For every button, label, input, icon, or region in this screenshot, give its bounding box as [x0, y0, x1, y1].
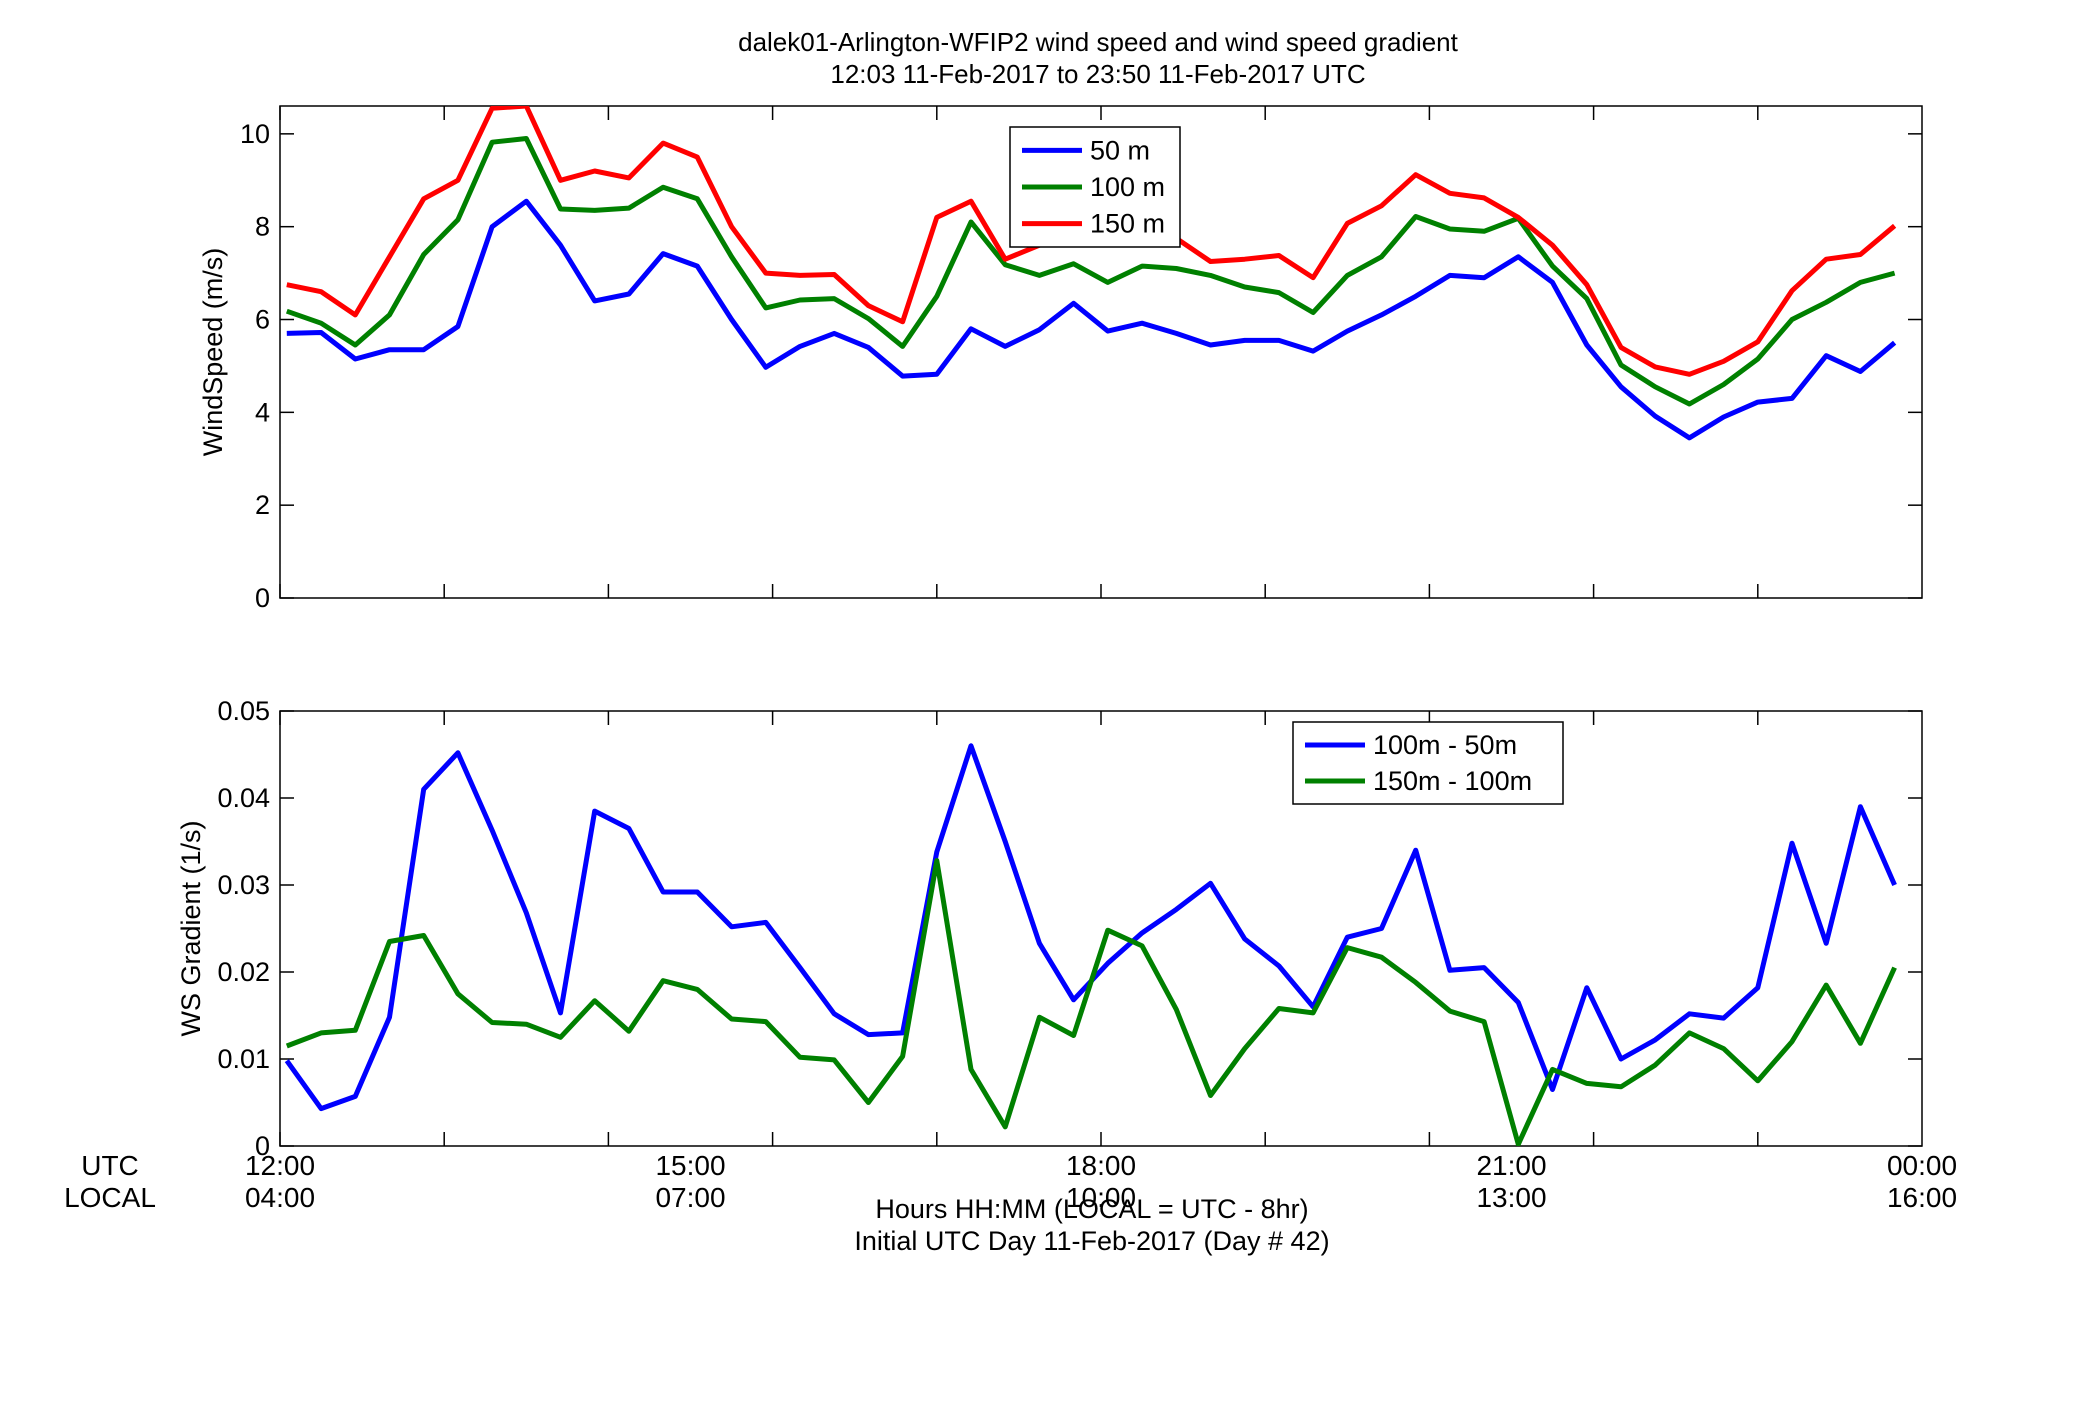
y-tick-label: 0.05 [217, 696, 270, 726]
x-tick-label-local: 10:00 [1066, 1182, 1136, 1213]
y-tick-label: 8 [255, 212, 270, 242]
y-tick-label: 10 [240, 119, 270, 149]
series-line-100-m [285, 136, 1896, 407]
x-axis-label-line2: Initial UTC Day 11-Feb-2017 (Day # 42) [854, 1226, 1329, 1256]
legend: 100m - 50m 150m - 100m [1292, 721, 1564, 805]
legend-label: 150m - 100m [1373, 766, 1532, 796]
windspeed-panel: 0 2 4 6 8 10 WindSpeed (m/s) 50 m 100 m 150 m [198, 105, 1923, 613]
y-tick-label: 6 [255, 305, 270, 335]
y-tick-label: 0.02 [217, 957, 270, 987]
y-tick-label: 0.03 [217, 870, 270, 900]
y-tick-label: 4 [255, 397, 270, 427]
legend-label: 50 m [1090, 135, 1150, 165]
x-tick-label-utc: 00:00 [1887, 1150, 1957, 1181]
legend-label: 100m - 50m [1373, 730, 1517, 760]
x-tick-label-local: 04:00 [245, 1182, 315, 1213]
figure-title-line1: dalek01-Arlington-WFIP2 wind speed and w… [738, 27, 1459, 57]
figure-title-line2: 12:03 11-Feb-2017 to 23:50 11-Feb-2017 U… [830, 59, 1365, 89]
local-row-label: LOCAL [64, 1182, 156, 1213]
x-tick-label-utc: 21:00 [1476, 1150, 1546, 1181]
y-tick-label: 0 [255, 583, 270, 613]
legend-box [1292, 721, 1564, 805]
series-line-50-m [286, 198, 1897, 441]
y-tick-label: 0.01 [217, 1044, 270, 1074]
y-axis-label: WS Gradient (1/s) [176, 820, 206, 1036]
x-tick-label-utc: 12:00 [245, 1150, 315, 1181]
y-axis-label: WindSpeed (m/s) [198, 248, 228, 457]
x-tick-label-utc: 15:00 [655, 1150, 725, 1181]
y-tick-label: 0 [255, 1131, 270, 1161]
legend-label: 100 m [1090, 172, 1165, 202]
gradient-panel: 0 0.01 0.02 0.03 0.04 0.05 WS Gradient (1/s) 10… [176, 696, 1923, 1161]
plot-area [279, 710, 1923, 1147]
legend: 50 m 100 m 150 m [1009, 126, 1181, 248]
y-tick-label: 2 [255, 490, 270, 520]
x-tick-label-local: 07:00 [655, 1182, 725, 1213]
y-tick-label: 0.04 [217, 783, 270, 813]
series-group [284, 743, 1897, 1146]
x-tick-label-local: 16:00 [1887, 1182, 1957, 1213]
x-axis-label-line1: Hours HH:MM (LOCAL = UTC - 8hr) [875, 1194, 1308, 1224]
series-line-150m-100m [285, 858, 1897, 1146]
x-tick-label-utc: 18:00 [1066, 1150, 1136, 1181]
utc-row-label: UTC [81, 1150, 139, 1181]
x-tick-label-local: 13:00 [1476, 1182, 1546, 1213]
legend-label: 150 m [1090, 209, 1165, 239]
